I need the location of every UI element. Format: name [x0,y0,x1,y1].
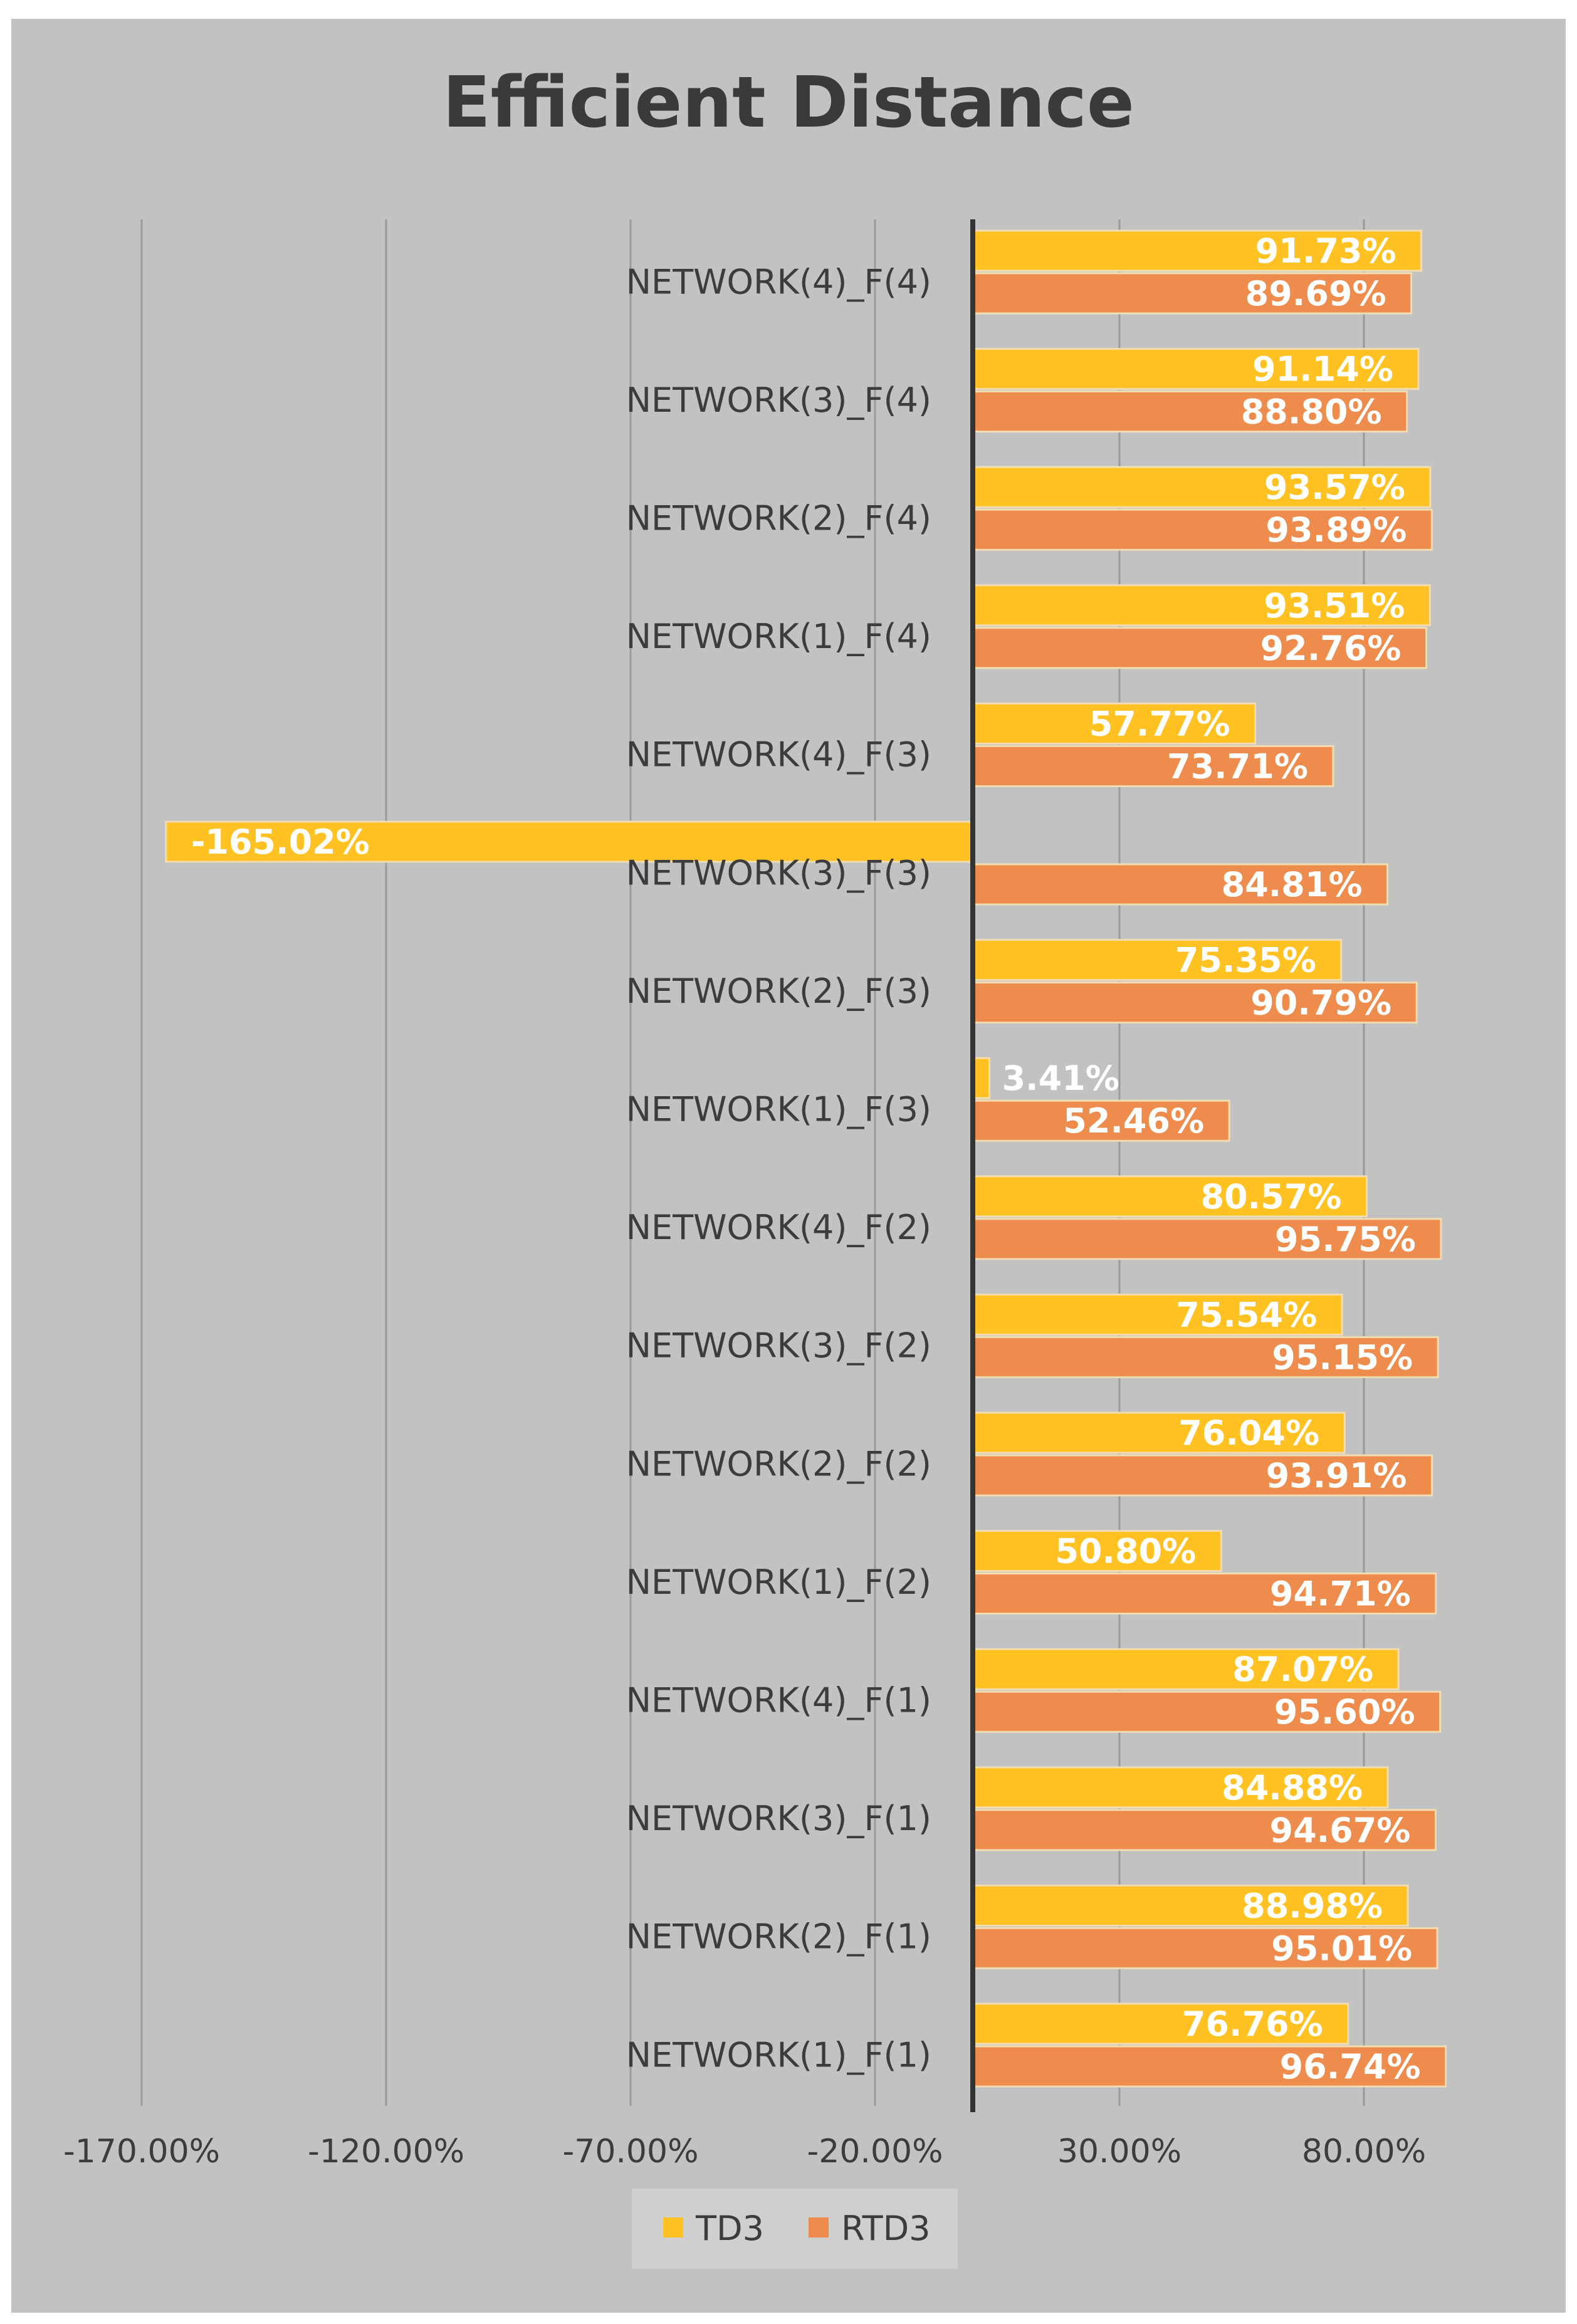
bar-rtd3 [972,1099,1230,1142]
data-label-td3: 91.73% [1255,231,1396,271]
data-label-rtd3: 93.89% [1265,510,1407,550]
chart-area: Efficient Distance NETWORK(4)_F(4) NETWOR… [11,19,1566,2313]
data-label-rtd3: 73.71% [1167,746,1308,786]
category-label: NETWORK(2)_F(2) [626,1444,931,1484]
data-label-rtd3: 95.15% [1272,1337,1413,1377]
bar-rtd3 [972,1218,1442,1260]
bar-td3 [972,229,1422,272]
legend-swatch [809,2217,829,2238]
x-tick-label: 30.00% [1057,2133,1181,2170]
bar-rtd3 [972,627,1428,669]
category-label: NETWORK(2)_F(1) [626,1917,931,1957]
data-label-rtd3: 90.79% [1250,983,1391,1023]
legend[interactable]: TD3 RTD3 [632,2189,958,2269]
bar-td3 [972,702,1257,745]
bar-td3 [972,1648,1400,1690]
category-label: NETWORK(3)_F(3) [626,853,931,892]
legend-swatch [663,2217,683,2238]
data-label-td3: 93.57% [1264,468,1405,507]
x-tick-label: -70.00% [562,2133,698,2170]
category-label: NETWORK(2)_F(3) [626,971,931,1011]
data-label-td3: 88.98% [1242,1886,1383,1925]
bar-rtd3 [972,1690,1442,1733]
bar-td3 [972,1884,1409,1927]
data-label-td3: 75.35% [1175,941,1316,980]
bar-td3 [165,820,974,863]
bar-td3 [972,466,1432,508]
bar-rtd3 [972,508,1433,551]
x-tick-label: -170.00% [63,2133,220,2170]
data-label-td3: 93.51% [1264,586,1405,625]
bar-rtd3 [972,1336,1439,1378]
x-tick-label: -20.00% [807,2133,943,2170]
category-label: NETWORK(4)_F(4) [626,262,931,301]
data-label-td3: 50.80% [1055,1532,1196,1571]
bar-td3 [972,1175,1368,1218]
bars [165,229,1447,2088]
bar-td3 [972,2002,1349,2045]
category-label: NETWORK(3)_F(2) [626,1326,931,1366]
bar-td3 [972,1293,1343,1336]
data-label-td3: 3.41% [1002,1059,1119,1098]
data-label-rtd3: 92.76% [1260,629,1401,668]
bar-rtd3 [972,390,1408,433]
axes: -170.00% -120.00% -70.00% -20.00% 30.00% 80.0… [63,219,1426,2170]
category-label: NETWORK(4)_F(1) [626,1681,931,1720]
bar-rtd3 [972,1927,1438,1969]
data-label-td3: 87.07% [1232,1650,1373,1689]
data-label-td3: 91.14% [1252,350,1393,389]
data-label-rtd3: 52.46% [1063,1101,1204,1141]
data-label-td3: 76.04% [1178,1413,1319,1453]
bar-chart: Efficient Distance NETWORK(4)_F(4)NETWOR… [63,62,1447,2269]
data-label-rtd3: 93.91% [1266,1456,1407,1495]
bar-td3 [972,1766,1389,1809]
bar-td3 [972,348,1420,390]
data-label-td3: -165.02% [191,822,370,862]
data-labels: 91.73%89.69% 91.14%88.80% 93.57%93.89% 93.5… [191,231,1421,2086]
data-label-td3: 57.77% [1089,704,1230,743]
bar-td3 [972,584,1431,627]
data-label-rtd3: 84.81% [1222,865,1363,904]
data-label-td3: 84.88% [1222,1768,1363,1808]
bar-td3 [972,1411,1346,1454]
data-label-td3: 80.57% [1201,1177,1342,1217]
bar-rtd3 [972,1454,1433,1497]
chart-title: Efficient Distance [443,62,1134,144]
category-label: NETWORK(1)_F(4) [626,617,931,656]
x-tick-label: 80.00% [1302,2133,1426,2170]
data-label-rtd3: 95.01% [1271,1929,1412,1968]
data-label-rtd3: 96.74% [1280,2047,1421,2086]
data-label-rtd3: 95.60% [1274,1692,1415,1732]
category-label: NETWORK(1)_F(1) [626,2035,931,2075]
data-label-rtd3: 94.67% [1270,1811,1411,1850]
bar-rtd3 [972,1809,1437,1851]
category-label: NETWORK(3)_F(1) [626,1799,931,1838]
data-label-td3: 75.54% [1176,1295,1317,1334]
legend-entry[interactable]: TD3 [695,2209,764,2248]
category-label: NETWORK(2)_F(4) [626,499,931,538]
x-tick-label: -120.00% [308,2133,464,2170]
legend-box [632,2189,958,2269]
data-label-rtd3: 89.69% [1245,274,1386,313]
category-label: NETWORK(3)_F(4) [626,380,931,420]
data-label-rtd3: 95.75% [1275,1220,1416,1259]
category-label: NETWORK(4)_F(2) [626,1208,931,1247]
category-label: NETWORK(1)_F(3) [626,1090,931,1129]
data-label-rtd3: 88.80% [1241,392,1382,432]
data-label-rtd3: 94.71% [1270,1574,1411,1614]
bar-rtd3 [972,981,1418,1024]
bar-rtd3 [972,863,1389,906]
category-labels: NETWORK(4)_F(4) NETWORK(3)_F(4) NETWORK(2)… [626,262,931,2075]
data-label-td3: 76.76% [1182,2004,1323,2044]
bar-rtd3 [972,1573,1437,1615]
bar-td3 [972,939,1343,981]
category-label: NETWORK(1)_F(2) [626,1562,931,1602]
category-label: NETWORK(4)_F(3) [626,735,931,775]
legend-entry[interactable]: RTD3 [841,2209,931,2248]
bar-rtd3 [972,745,1334,787]
